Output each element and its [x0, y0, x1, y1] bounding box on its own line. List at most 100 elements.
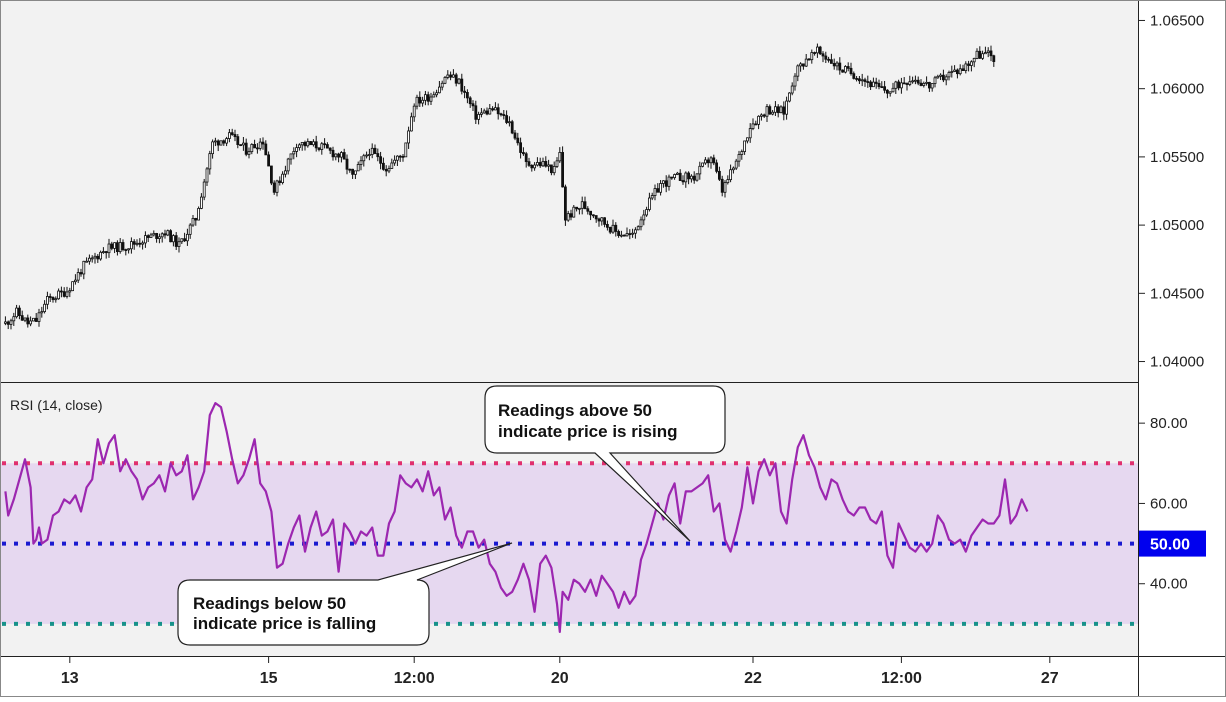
- candle-body: [611, 224, 615, 233]
- candle-body: [583, 201, 587, 210]
- time-axis: 13 15 12:00 20 22 12:00 27: [61, 657, 1059, 687]
- annotation-above-line-1: Readings above 50: [498, 401, 652, 420]
- annotation-below-line-1: Readings below 50: [193, 594, 346, 613]
- candle-body: [309, 141, 313, 146]
- candle-body: [958, 68, 962, 75]
- candle-body: [849, 67, 853, 75]
- candle-body: [550, 164, 553, 174]
- candle-body: [505, 115, 509, 123]
- candle-body: [726, 179, 730, 184]
- candle-body: [900, 82, 903, 89]
- candle-body: [597, 218, 601, 222]
- candle-body: [975, 50, 979, 59]
- candle-body: [440, 82, 444, 88]
- candle-body: [353, 170, 357, 175]
- candle-body: [443, 77, 447, 84]
- candle-body: [748, 128, 752, 139]
- candle-body: [34, 317, 38, 322]
- candle-body: [855, 78, 858, 80]
- candle-body: [286, 158, 290, 172]
- candle-body: [102, 251, 105, 253]
- candle-body: [9, 320, 13, 325]
- candle-body: [905, 83, 909, 85]
- candle-body: [107, 243, 111, 254]
- candle-body: [194, 218, 198, 221]
- candle-body: [662, 180, 665, 184]
- candle-body: [874, 81, 878, 84]
- candle-body: [922, 82, 926, 86]
- candle-body: [169, 230, 173, 243]
- candle-body: [93, 255, 97, 259]
- candle-body: [670, 176, 674, 179]
- candle-body: [964, 63, 968, 72]
- candle-body: [813, 52, 816, 54]
- candle-body: [306, 141, 310, 147]
- candle-body: [404, 142, 408, 158]
- candle-body: [740, 151, 744, 155]
- candle-body: [258, 141, 262, 149]
- candle-body: [183, 238, 187, 242]
- candle-body: [667, 176, 671, 187]
- candle-body: [533, 164, 536, 169]
- candle-body: [614, 224, 618, 232]
- candle-body: [409, 116, 413, 132]
- candle-body: [720, 178, 724, 193]
- candle-body: [538, 162, 542, 167]
- candle-body: [765, 106, 769, 117]
- candle-body: [311, 141, 315, 146]
- time-tick-label: 12:00: [881, 670, 922, 687]
- candle-body: [967, 63, 970, 66]
- candle-body: [718, 170, 721, 180]
- candle-body: [281, 173, 285, 184]
- candle-body: [51, 297, 55, 300]
- candle-body: [712, 157, 716, 164]
- candle-body: [883, 86, 886, 91]
- candle-body: [146, 235, 150, 238]
- candle-body: [275, 180, 279, 193]
- candle-body: [776, 106, 780, 114]
- candle-body: [771, 111, 774, 115]
- price-tick-label: 1.05500: [1150, 149, 1204, 166]
- candle-body: [600, 217, 604, 222]
- candle-body: [558, 152, 562, 162]
- candle-body: [846, 66, 850, 69]
- candle-body: [174, 235, 178, 247]
- candle-body: [827, 58, 830, 61]
- candle-body: [650, 195, 654, 199]
- candle-body: [68, 290, 72, 293]
- candle-body: [578, 207, 581, 210]
- candle-body: [62, 291, 66, 297]
- candle-body: [477, 113, 481, 120]
- candle-body: [381, 162, 385, 170]
- candle-body: [575, 206, 578, 210]
- candle-body: [536, 162, 539, 166]
- candle-body: [676, 172, 679, 175]
- candle-body: [15, 307, 19, 318]
- candle-body: [457, 78, 461, 84]
- candle-body: [32, 317, 35, 322]
- rsi-value-badge-label: 50.00: [1150, 537, 1190, 554]
- time-tick-label: 20: [551, 670, 569, 687]
- candle-body: [141, 242, 145, 245]
- candle-body: [143, 235, 147, 244]
- candle-body: [634, 229, 637, 234]
- candle-body: [502, 114, 506, 116]
- candle-body: [942, 74, 945, 81]
- candle-body: [908, 81, 912, 85]
- candle-body: [496, 107, 500, 115]
- candle-body: [639, 219, 643, 228]
- candle-body: [342, 152, 346, 160]
- candle-body: [85, 260, 88, 263]
- price-axis: 1.06500 1.06000 1.05500 1.05000 1.04500 1.040…: [1139, 12, 1206, 593]
- candle-body: [541, 161, 545, 167]
- candle-body: [227, 132, 231, 139]
- candle-body: [656, 188, 660, 193]
- rsi-value-badge: [1139, 530, 1206, 557]
- candle-body: [485, 110, 489, 115]
- candle-body: [880, 86, 884, 89]
- callout-bubble: [177, 542, 513, 646]
- candle-body: [524, 153, 528, 163]
- candle-body: [4, 321, 7, 324]
- candle-body: [586, 208, 590, 212]
- candle-body: [99, 251, 102, 260]
